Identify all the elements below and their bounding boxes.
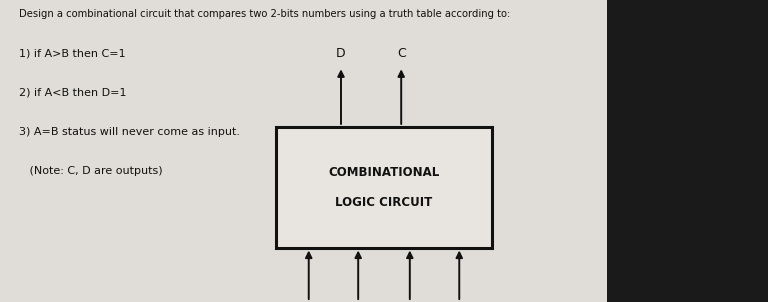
- Text: 2) if A<B then D=1: 2) if A<B then D=1: [19, 88, 127, 98]
- Text: Design a combinational circuit that compares two 2-bits numbers using a truth ta: Design a combinational circuit that comp…: [19, 9, 511, 19]
- Text: COMBINATIONAL: COMBINATIONAL: [329, 165, 439, 179]
- Text: LOGIC CIRCUIT: LOGIC CIRCUIT: [336, 196, 432, 209]
- Text: (Note: C, D are outputs): (Note: C, D are outputs): [19, 166, 163, 176]
- Text: D: D: [336, 47, 346, 60]
- Text: 1) if A>B then C=1: 1) if A>B then C=1: [19, 48, 126, 58]
- Text: C: C: [397, 47, 406, 60]
- Bar: [0, 0, 607, 302]
- Text: 3) A=B status will never come as input.: 3) A=B status will never come as input.: [19, 127, 240, 137]
- Bar: [276, 127, 492, 248]
